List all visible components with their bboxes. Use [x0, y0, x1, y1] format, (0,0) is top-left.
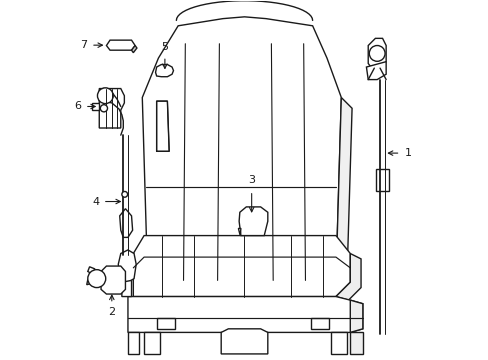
- Circle shape: [97, 88, 113, 104]
- Polygon shape: [156, 318, 174, 329]
- Polygon shape: [335, 98, 351, 288]
- Polygon shape: [128, 297, 362, 332]
- Polygon shape: [101, 266, 125, 294]
- Polygon shape: [122, 280, 131, 297]
- Circle shape: [88, 270, 105, 288]
- Ellipse shape: [160, 65, 169, 77]
- Polygon shape: [375, 169, 388, 191]
- Polygon shape: [106, 40, 135, 50]
- Polygon shape: [118, 250, 136, 282]
- Polygon shape: [131, 45, 137, 53]
- Polygon shape: [310, 318, 328, 329]
- Polygon shape: [128, 332, 139, 354]
- Polygon shape: [367, 39, 386, 68]
- Polygon shape: [133, 235, 349, 297]
- Polygon shape: [239, 207, 267, 235]
- Text: 3: 3: [248, 175, 255, 185]
- Polygon shape: [349, 300, 362, 332]
- Polygon shape: [86, 280, 93, 285]
- Polygon shape: [88, 267, 95, 274]
- Text: 7: 7: [80, 40, 87, 50]
- Polygon shape: [120, 209, 132, 237]
- Circle shape: [122, 192, 127, 197]
- Polygon shape: [144, 332, 160, 354]
- Polygon shape: [92, 103, 99, 110]
- Polygon shape: [156, 101, 169, 151]
- Polygon shape: [142, 17, 341, 280]
- Text: 5: 5: [161, 42, 168, 52]
- Polygon shape: [155, 64, 173, 77]
- Polygon shape: [221, 329, 267, 354]
- Polygon shape: [238, 228, 241, 235]
- Circle shape: [100, 105, 107, 112]
- Text: 1: 1: [405, 148, 411, 158]
- Polygon shape: [330, 332, 346, 354]
- Polygon shape: [366, 62, 386, 80]
- Polygon shape: [99, 89, 124, 128]
- Text: 4: 4: [92, 197, 99, 207]
- Text: 6: 6: [74, 102, 81, 112]
- Circle shape: [368, 45, 384, 61]
- Text: 2: 2: [108, 307, 115, 317]
- Polygon shape: [349, 332, 362, 354]
- Polygon shape: [335, 253, 360, 300]
